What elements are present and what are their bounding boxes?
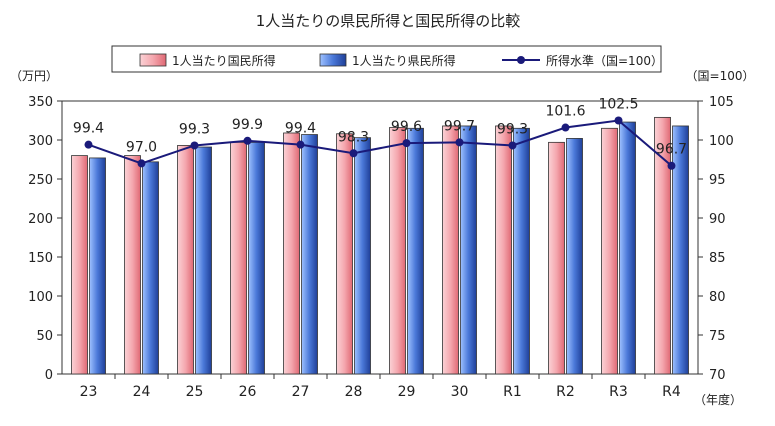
bar-national-income [548,141,565,375]
legend: 1人当たり国民所得 1人当たり県民所得 所得水準（国=100） [111,45,663,73]
bar-prefectural-income [301,134,318,375]
left-tick-label: 50 [36,329,53,344]
level-data-label: 101.6 [545,104,585,120]
bar-national-income [442,125,459,375]
legend-marker-sample [517,56,525,64]
bar-prefectural-income [248,141,265,375]
level-point [561,123,570,132]
right-axis-unit: （国=100） [686,69,755,83]
x-tick-label: 28 [345,384,363,400]
right-tick-label: 75 [709,329,726,344]
bar-prefectural-income [142,161,159,375]
right-tick-label: 70 [709,368,726,383]
bar-prefectural-income [89,157,106,375]
level-line-group: 99.4 97.0 99.3 99.9 99.4 98.3 99.6 99.7 99.3 101.… [73,97,687,170]
level-data-label: 99.4 [73,121,104,137]
bar-prefectural-income [354,137,371,375]
level-point [455,138,464,147]
bars-group [71,116,689,375]
x-tick-label: 27 [292,384,310,400]
right-axis: 70 75 80 85 90 95 100 105 [698,95,734,383]
bar-national-income [389,127,406,375]
x-tick-label: 26 [239,384,257,400]
bar-national-income [654,116,671,375]
bar-national-income [336,133,353,375]
left-tick-label: 300 [28,134,53,149]
level-point [614,116,623,125]
level-line [88,119,673,167]
bar-national-income [283,132,300,375]
right-tick-label: 90 [709,212,726,227]
legend-frame [111,45,662,73]
left-tick-label: 200 [28,212,53,227]
level-point [190,141,199,150]
left-tick-label: 100 [28,290,53,305]
level-point [402,139,411,148]
level-data-label: 97.0 [126,139,157,155]
left-tick-label: 150 [28,251,53,266]
x-tick-label: 29 [398,384,416,400]
right-tick-label: 105 [709,95,734,110]
bar-national-income [124,155,141,375]
bar-national-income [495,125,512,375]
level-data-label: 98.3 [338,129,369,145]
bar-prefectural-income [195,146,212,375]
level-point [349,149,358,158]
bar-national-income [230,141,247,375]
x-axis-unit: （年度） [694,392,742,407]
level-data-label: 99.3 [497,121,528,137]
level-data-label: 99.7 [444,118,475,134]
bar-prefectural-income [407,127,424,375]
x-tick-label: 23 [80,384,98,400]
bar-prefectural-income [566,138,583,375]
left-axis: 0 50 100 150 200 250 300 350 [28,95,62,383]
level-data-label: 96.7 [656,142,687,158]
right-tick-label: 100 [709,134,734,149]
level-point [243,136,252,145]
x-tick-label: 24 [133,384,151,400]
right-tick-label: 80 [709,290,726,305]
x-tick-label: 30 [451,384,469,400]
x-tick-label: 25 [186,384,204,400]
legend-swatch-national [139,53,167,67]
x-tick-label: R2 [556,384,575,400]
level-point [508,141,517,150]
bar-prefectural-income [619,121,636,375]
bar-prefectural-income [513,127,530,375]
left-tick-label: 350 [28,95,53,110]
bar-national-income [71,155,88,375]
x-axis: 23 24 25 26 27 28 29 30 R1 R2 R3 R4 [80,374,681,400]
chart-title: 1人当たりの県民所得と国民所得の比較 [256,12,521,30]
legend-label-national: 1人当たり国民所得 [172,53,276,68]
level-point [137,159,146,168]
level-data-label: 99.6 [391,119,422,135]
level-data-label: 99.3 [179,121,210,137]
x-tick-label: R1 [503,384,522,400]
level-point [296,140,305,149]
level-data-label: 99.9 [232,117,263,133]
bar-national-income [177,145,194,375]
level-data-label: 102.5 [598,97,638,113]
bar-prefectural-income [672,125,689,375]
legend-swatch-prefectural [319,53,347,67]
x-tick-label: R4 [662,384,681,400]
right-tick-label: 95 [709,173,726,188]
right-tick-label: 85 [709,251,726,266]
bar-prefectural-income [460,125,477,375]
x-tick-label: R3 [609,384,628,400]
bar-national-income [601,127,618,375]
legend-label-level: 所得水準（国=100） [546,53,663,68]
left-axis-unit: （万円） [10,69,58,83]
level-point [84,140,93,149]
left-tick-label: 250 [28,173,53,188]
level-point [667,161,676,170]
left-tick-label: 0 [45,368,53,383]
legend-label-prefectural: 1人当たり県民所得 [352,53,456,68]
level-data-label: 99.4 [285,121,316,137]
